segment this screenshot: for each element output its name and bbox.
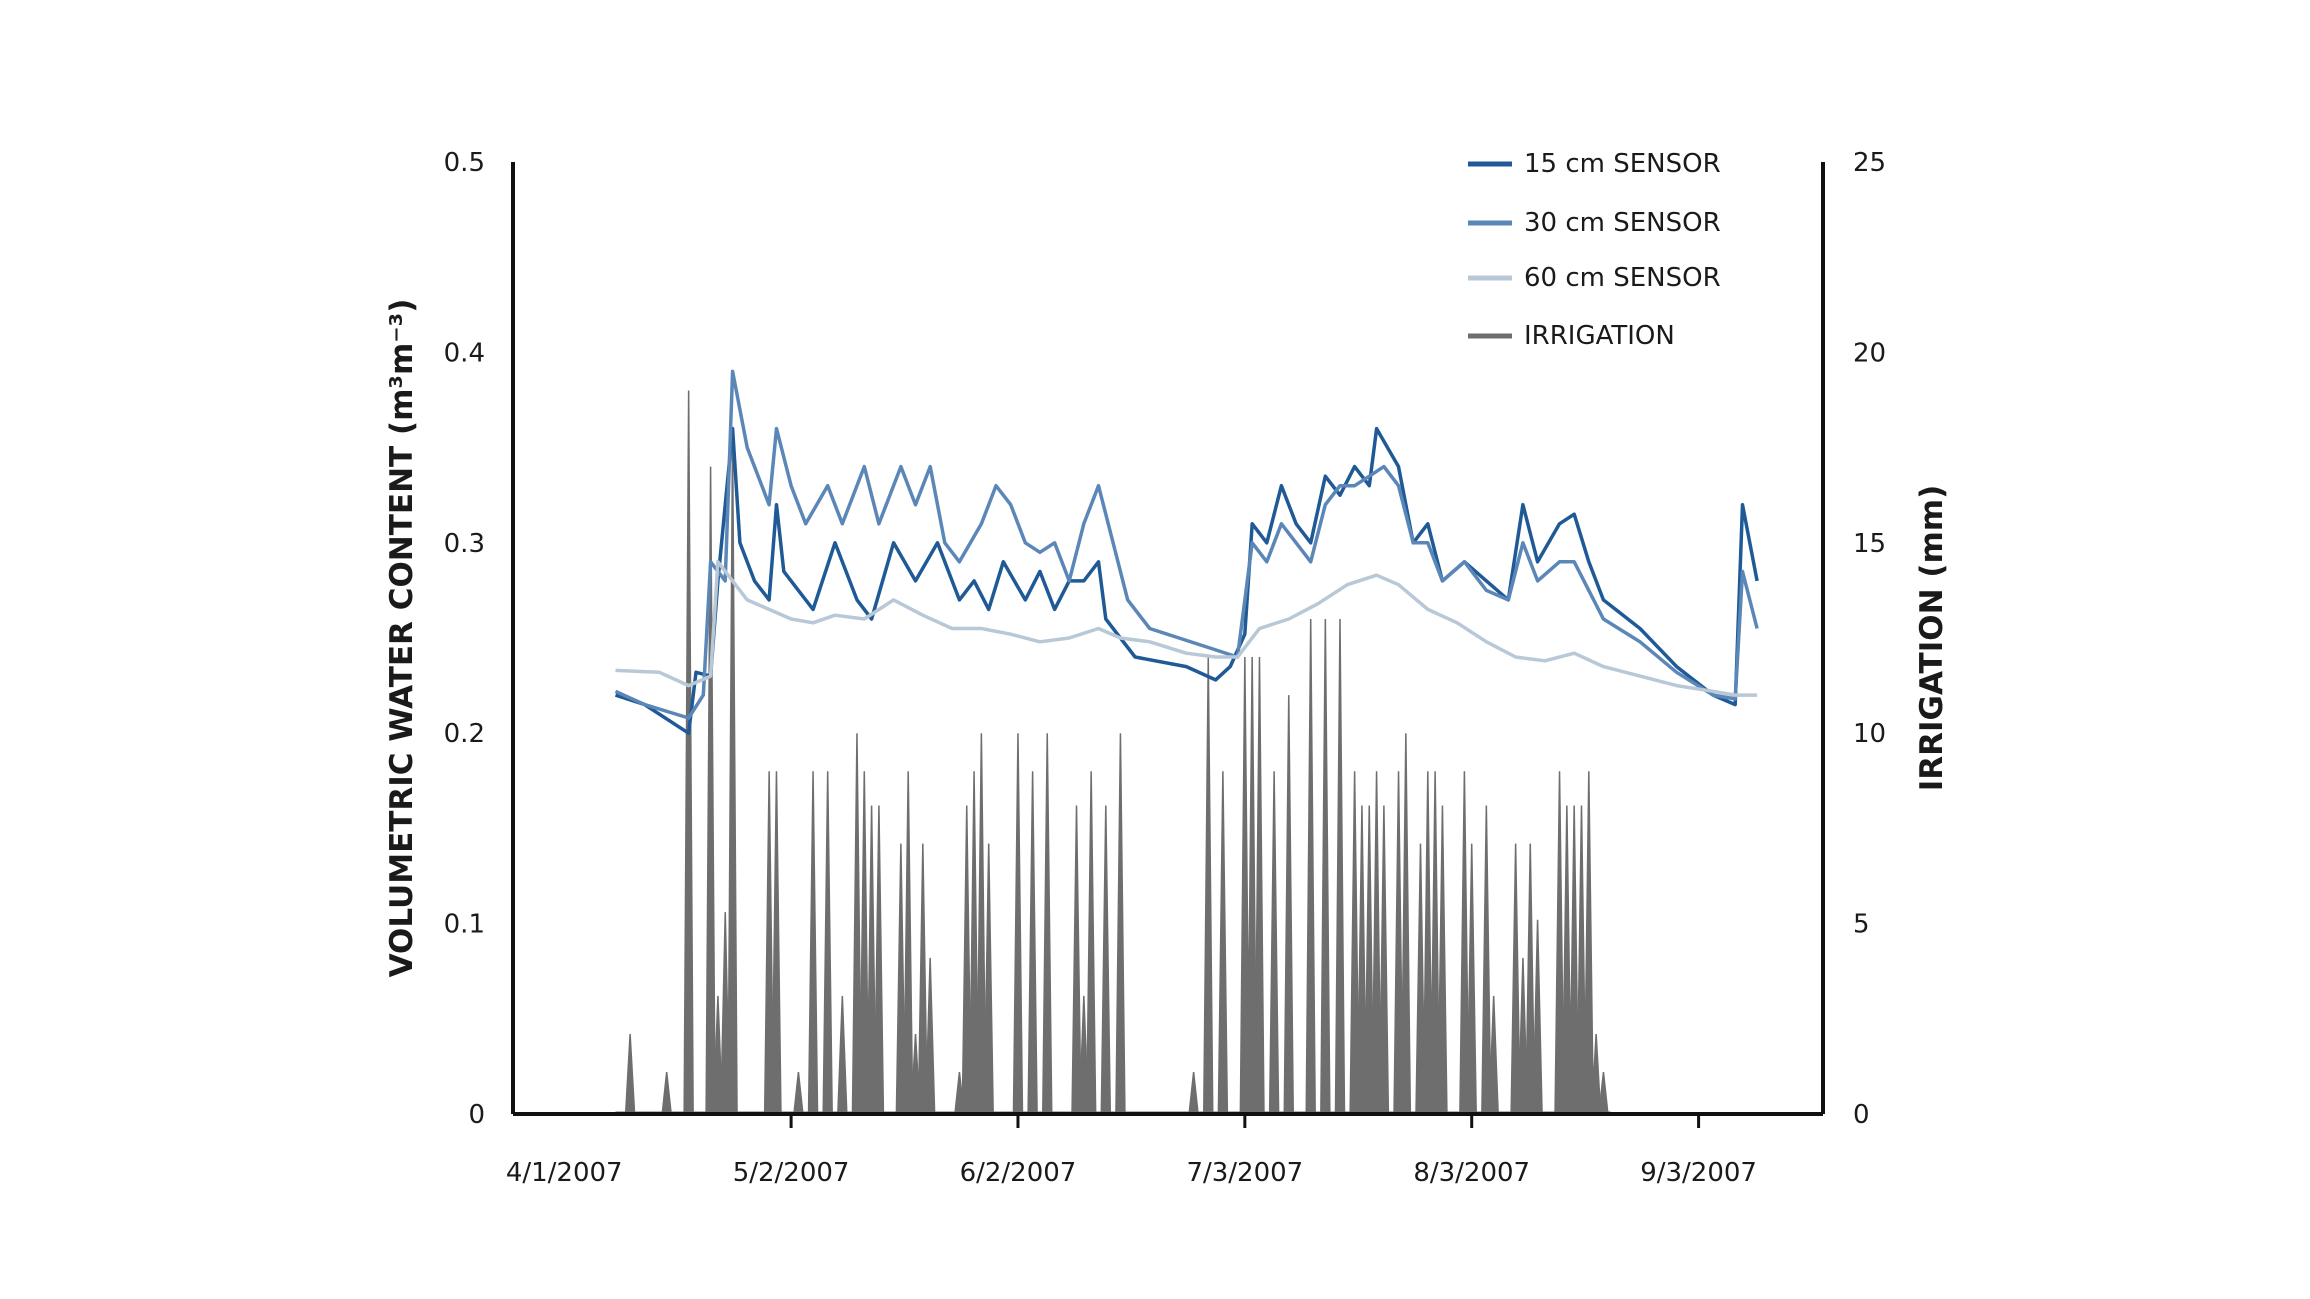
irrigation-bar: [917, 843, 929, 1115]
irrigation-bar: [1320, 618, 1331, 1115]
irrigation-bar: [1041, 733, 1053, 1115]
x-tick-label: 8/3/2007: [1413, 1158, 1530, 1188]
ticks-layer: 4/1/2007 5/2/2007 6/2/2007 7/3/2007 8/3/2007…: [444, 148, 1886, 1188]
irrigation-bar: [1437, 805, 1448, 1115]
irrigation-bar: [1378, 805, 1390, 1115]
irrigation-bar: [1305, 618, 1316, 1115]
irrigation-bar: [1188, 1072, 1199, 1115]
legend-label: 30 cm SENSOR: [1524, 208, 1721, 238]
irrigation-bar: [1283, 695, 1295, 1115]
irrigation-bar: [837, 995, 848, 1115]
irrigation-bar: [1481, 805, 1492, 1115]
legend-label: 15 cm SENSOR: [1524, 149, 1721, 179]
irrigation-bar: [807, 771, 819, 1115]
y-tick-label: 0.3: [444, 529, 485, 559]
legend-label: 60 cm SENSOR: [1524, 263, 1721, 293]
x-tick-label: 6/2/2007: [960, 1158, 1077, 1188]
series-60-cm-sensor: [615, 560, 1758, 697]
y-tick-label: 0.4: [444, 338, 485, 368]
x-tick-label: 5/2/2007: [733, 1158, 850, 1188]
y-tick-label: 0.1: [444, 910, 485, 940]
y2-axis-title: IRRIGATION (mm): [1914, 485, 1950, 792]
irrigation-bar: [1100, 805, 1112, 1115]
irrigation-bar: [1583, 771, 1595, 1115]
irrigation-bar: [624, 1033, 636, 1115]
series-line: [615, 560, 1758, 697]
irrigation-bar: [1115, 733, 1126, 1115]
irrigation-bar: [1085, 771, 1097, 1115]
irrigation-bar: [727, 428, 738, 1115]
irrigation-bar: [873, 805, 885, 1115]
irrigation-bar: [822, 771, 833, 1115]
legend-item: 60 cm SENSOR: [1468, 263, 1721, 293]
legend-item: 15 cm SENSOR: [1468, 149, 1721, 179]
irrigation-bar: [983, 843, 994, 1115]
series-layer: [614, 369, 1759, 1115]
irrigation-bar: [793, 1072, 804, 1115]
series-15-cm-sensor: [614, 426, 1759, 735]
irrigation-bar: [771, 771, 782, 1115]
legend-item: IRRIGATION: [1468, 321, 1675, 351]
series-line: [614, 426, 1759, 735]
y-axis-title: VOLUMETRIC WATER CONTENT (m³m⁻³): [384, 299, 420, 978]
irrigation-bar: [1400, 733, 1412, 1115]
y2-tick-label: 0: [1853, 1100, 1870, 1130]
irrigation-bar: [1334, 618, 1346, 1115]
irrigation-bar: [1027, 771, 1038, 1115]
irrigation-bar: [924, 957, 936, 1115]
irrigation-bar: [683, 390, 694, 1115]
y2-tick-label: 5: [1853, 910, 1870, 940]
irrigation-bar: [1071, 805, 1082, 1115]
y2-tick-label: 15: [1853, 529, 1886, 559]
legend-item: 30 cm SENSOR: [1468, 208, 1721, 238]
irrigation-bar: [661, 1072, 673, 1115]
series-30-cm-sensor: [614, 369, 1759, 720]
y-tick-label: 0.2: [444, 719, 485, 749]
axes-layer: [511, 162, 1825, 1116]
series-line: [614, 369, 1759, 720]
legend-label: IRRIGATION: [1524, 321, 1675, 351]
irrigation-bar: [1268, 771, 1280, 1115]
x-tick-label: 7/3/2007: [1186, 1158, 1303, 1188]
irrigation-bar: [1532, 919, 1543, 1115]
irrigation-bar: [1202, 657, 1214, 1115]
y2-tick-label: 20: [1853, 338, 1886, 368]
series-irrigation: [615, 390, 1611, 1115]
irrigation-bar: [1254, 657, 1265, 1115]
irrigation-bar: [1217, 771, 1229, 1115]
legend: 15 cm SENSOR 30 cm SENSOR 60 cm SENSOR IRRI…: [1468, 149, 1721, 351]
x-tick-label: 4/1/2007: [506, 1158, 623, 1188]
y-tick-label: 0.5: [444, 148, 485, 178]
y2-tick-label: 10: [1853, 719, 1886, 749]
x-tick-label: 9/3/2007: [1640, 1158, 1757, 1188]
irrigation-bar: [902, 771, 914, 1115]
irrigation-bar: [1012, 733, 1024, 1115]
y-tick-label: 0: [468, 1100, 485, 1130]
irrigation-bar: [1466, 843, 1477, 1115]
y2-tick-label: 25: [1853, 148, 1886, 178]
irrigation-bar: [1598, 1072, 1609, 1115]
irrigation-bar: [1510, 843, 1521, 1115]
